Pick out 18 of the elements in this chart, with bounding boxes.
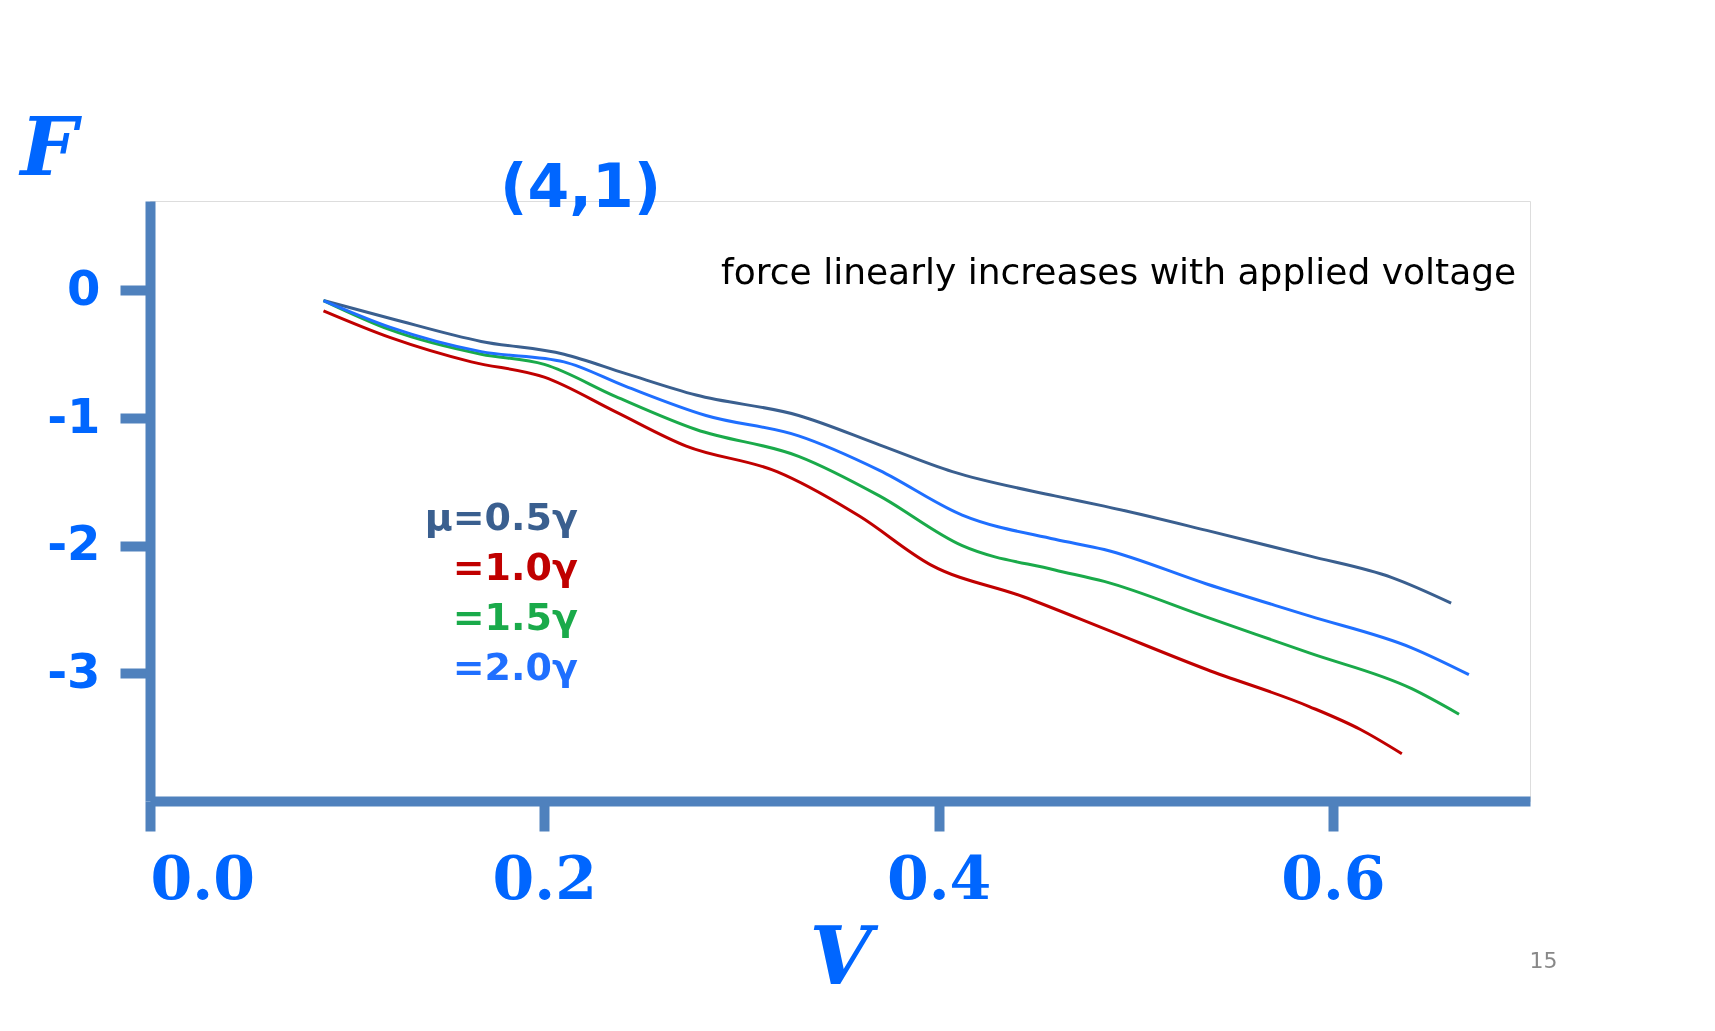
- x-tick-label: 0.0: [150, 842, 255, 913]
- line-series: [321, 309, 1404, 756]
- y-tick-label: -1: [47, 387, 101, 444]
- x-tick-label: 0.6: [1281, 842, 1386, 913]
- text: =1.5γ: [452, 595, 578, 639]
- text: μ=0.5γ: [424, 495, 578, 539]
- x-axis-title: V: [809, 908, 879, 1003]
- x-tick-label: 0.4: [886, 842, 992, 913]
- annotation: force linearly increases with applied voltage: [721, 251, 1517, 292]
- text: =1.0γ: [452, 545, 578, 589]
- chart-title: (4,1): [500, 151, 662, 221]
- text: =2.0γ: [452, 645, 578, 689]
- y-axis-title: F: [18, 99, 83, 194]
- y-tick-label: 0: [67, 259, 101, 316]
- y-tick-label: -3: [47, 642, 101, 699]
- text: 15: [1529, 948, 1558, 973]
- y-tick-label: -2: [47, 515, 101, 572]
- x-tick-label: 0.2: [492, 842, 597, 913]
